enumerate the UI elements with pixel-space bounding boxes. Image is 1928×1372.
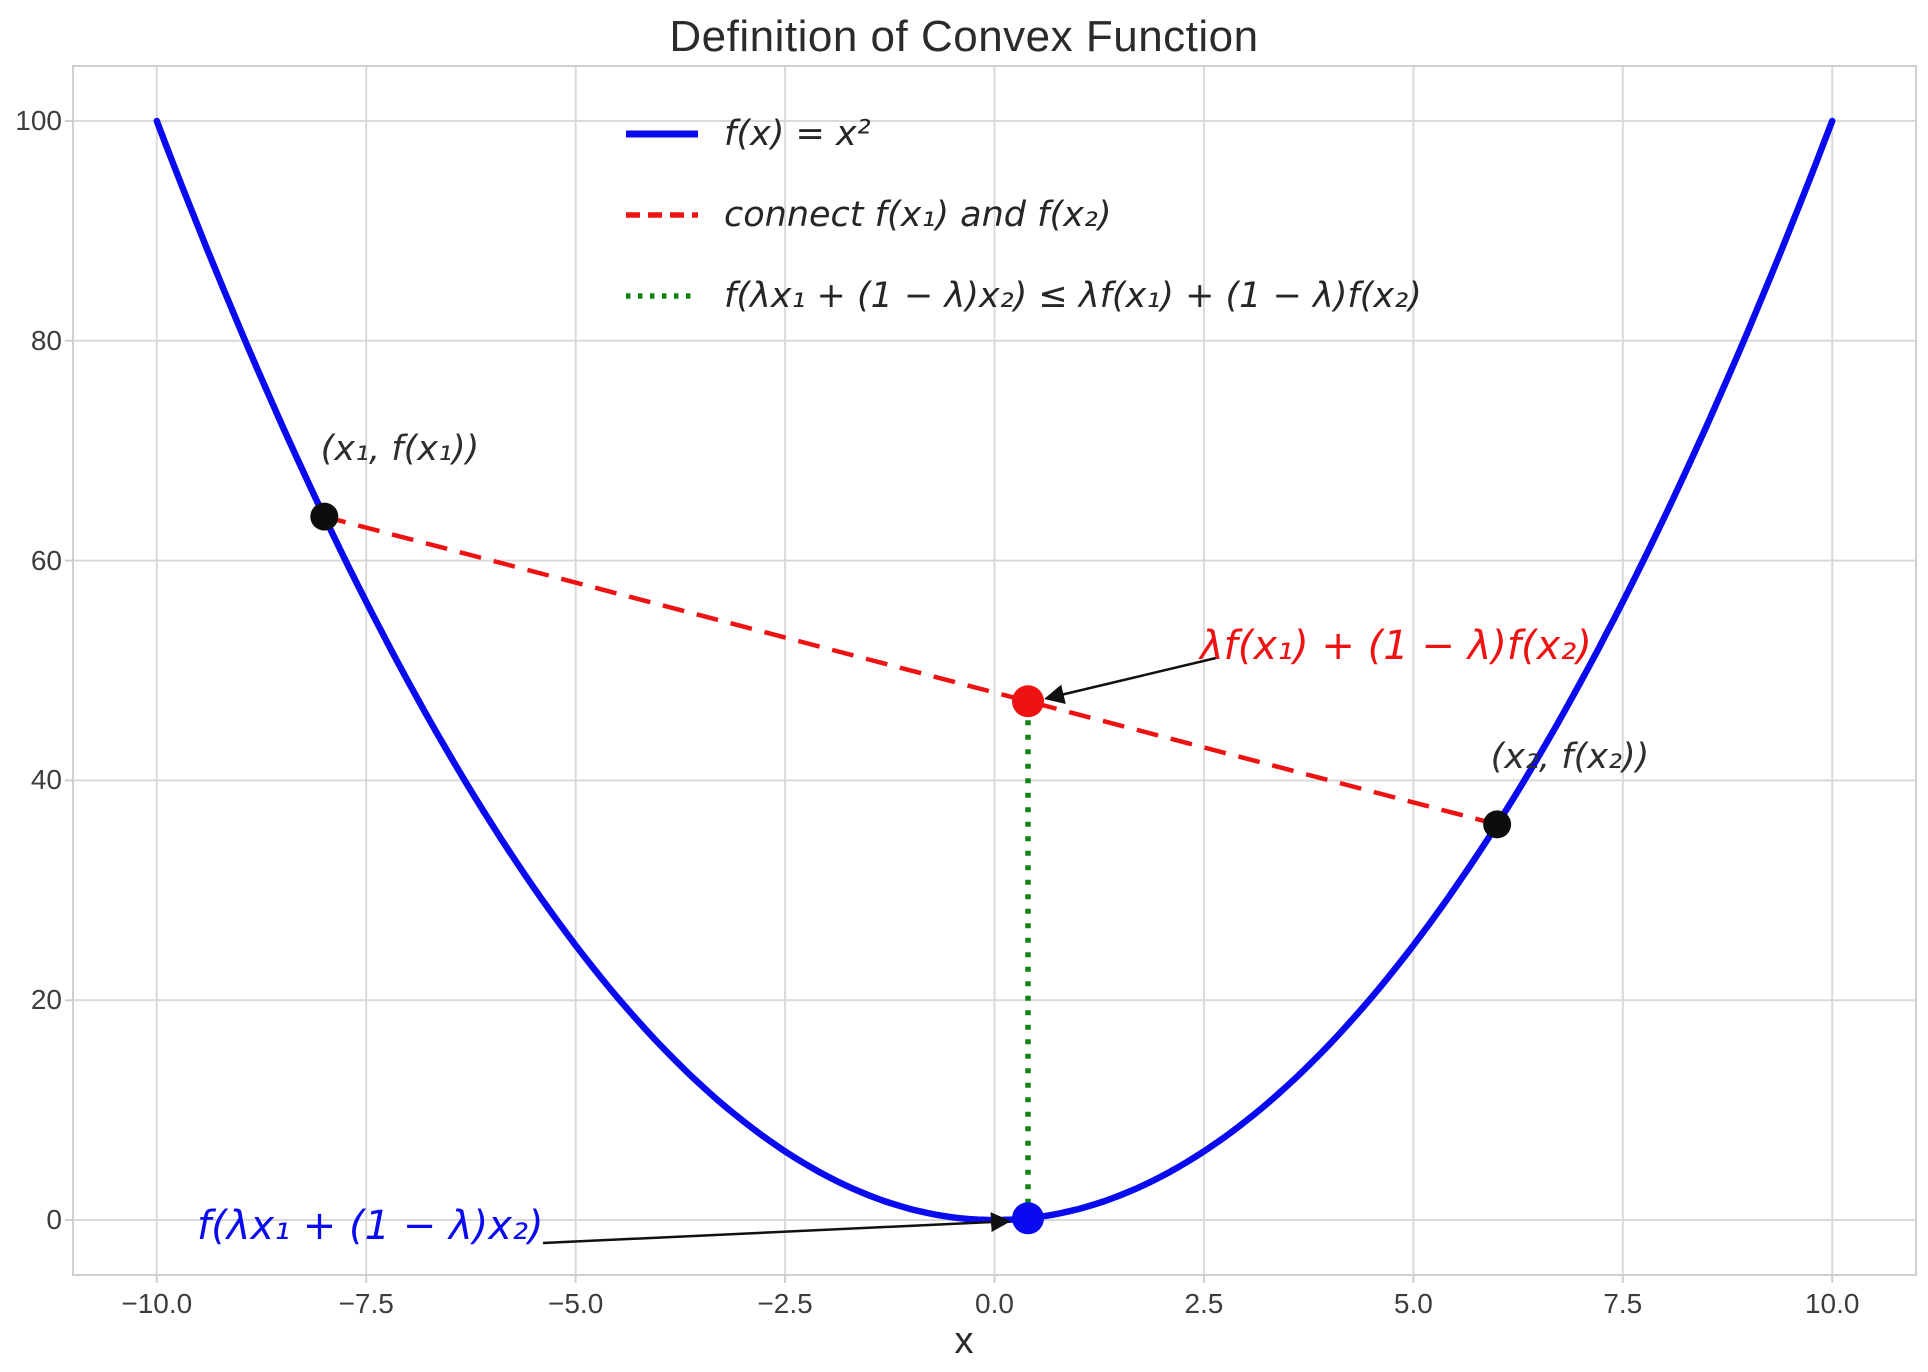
chord-dashed-line bbox=[323, 514, 1498, 827]
x-tick-label: 7.5 bbox=[1603, 1288, 1643, 1319]
legend-label-inequality: f(λx₁ + (1 − λ)x₂) ≤ λf(x₁) + (1 − λ)f(x… bbox=[724, 275, 1422, 316]
data-point bbox=[1012, 685, 1045, 718]
chart-title: Definition of Convex Function bbox=[669, 12, 1259, 61]
point1-label: (x₁, f(x₁)) bbox=[320, 429, 480, 469]
chord-value-annotation: λf(x₁) + (1 − λ)f(x₂) bbox=[1200, 623, 1592, 669]
x-tick-label: 5.0 bbox=[1393, 1288, 1433, 1319]
curve-annotation-arrow bbox=[542, 1212, 1012, 1245]
x-tick-label: −5.0 bbox=[547, 1288, 604, 1319]
x-tick-label: 2.5 bbox=[1184, 1288, 1224, 1319]
y-tick-label: 100 bbox=[15, 104, 62, 136]
x-tick-label: 10.0 bbox=[1804, 1288, 1860, 1319]
x-tick-label: 0.0 bbox=[975, 1288, 1014, 1319]
solid-line-icon bbox=[626, 130, 698, 137]
legend-item-inequality: f(λx₁ + (1 − λ)x₂) ≤ λf(x₁) + (1 − λ)f(x… bbox=[623, 255, 1422, 336]
curve-value-annotation: f(λx₁ + (1 − λ)x₂) bbox=[197, 1203, 544, 1249]
data-point bbox=[310, 502, 339, 531]
legend-item-curve: f(x) = x² bbox=[623, 93, 1422, 174]
x-tick-label: −2.5 bbox=[757, 1288, 813, 1319]
x-tick-label: −7.5 bbox=[338, 1288, 394, 1319]
legend-label-chord: connect f(x₁) and f(x₂) bbox=[724, 194, 1112, 235]
data-point bbox=[1012, 1202, 1045, 1235]
y-tick-label: 40 bbox=[30, 764, 62, 796]
legend-item-chord: connect f(x₁) and f(x₂) bbox=[623, 174, 1422, 255]
data-point bbox=[1483, 810, 1512, 839]
point2-label: (x₂, f(x₂)) bbox=[1490, 737, 1650, 777]
dotted-line-icon bbox=[626, 292, 698, 299]
x-axis-label: x bbox=[954, 1320, 974, 1362]
x-tick-label: −10.0 bbox=[121, 1288, 193, 1319]
legend: f(x) = x² connect f(x₁) and f(x₂) f(λx₁ … bbox=[623, 93, 1422, 336]
y-tick-label: 60 bbox=[30, 544, 62, 576]
legend-label-curve: f(x) = x² bbox=[724, 113, 871, 154]
y-tick-label: 80 bbox=[30, 324, 62, 356]
dashed-line-icon bbox=[626, 211, 698, 218]
chord-annotation-arrow bbox=[1044, 656, 1217, 705]
y-axis-label: f(x) bbox=[0, 619, 3, 685]
y-tick-label: 0 bbox=[46, 1204, 62, 1236]
y-tick-label: 20 bbox=[30, 984, 62, 1016]
plot-border bbox=[72, 65, 1917, 1276]
